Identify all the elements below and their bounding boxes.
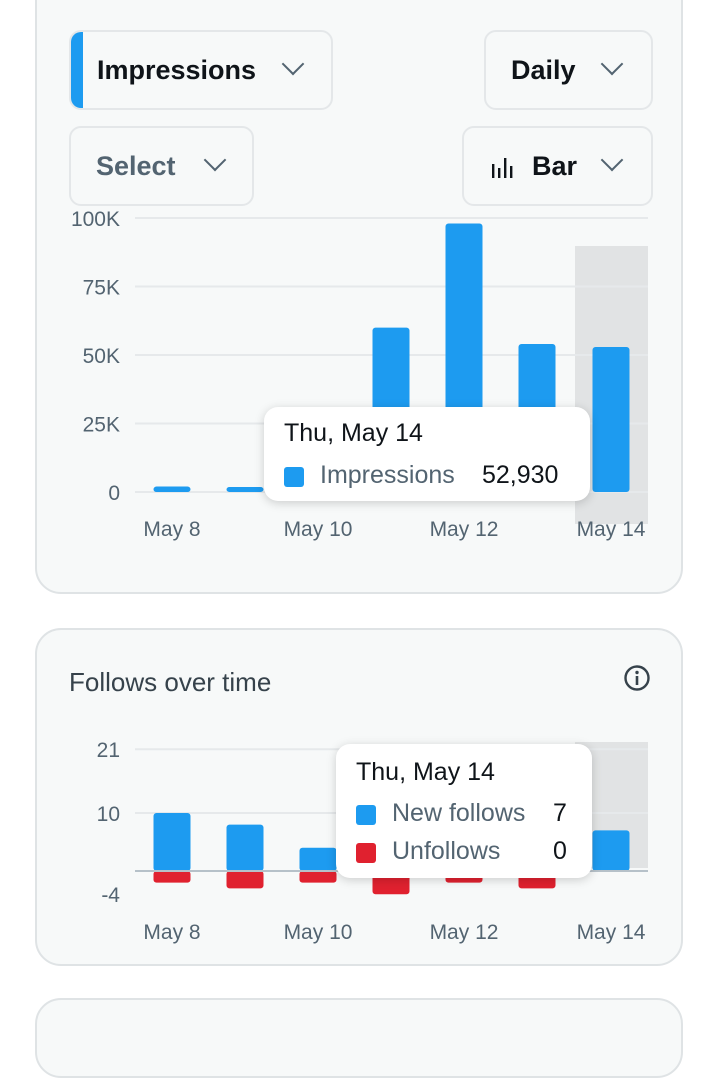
new-follows-bar-may-8	[153, 813, 191, 871]
follows-tooltip: Thu, May 14 New follows 7 Unfollows 0	[336, 744, 592, 878]
x-tick-label: May 14	[577, 518, 646, 541]
unfollows-bar-may-8	[153, 871, 191, 883]
chart-type-dropdown-label: Bar	[532, 150, 578, 181]
follows-card: Follows over time -4 10 21 May 8 May 10 May …	[35, 628, 683, 966]
unfollows-bar-may-9	[226, 871, 264, 889]
bar-chart-icon	[492, 158, 513, 178]
tooltip-unf-value: 0	[553, 837, 567, 865]
x-tick-label: May 8	[143, 921, 200, 944]
tooltip-new-value: 7	[553, 799, 567, 827]
impressions-chart: 0 25K 50K 75K 100K May 8 May 10 May 12 May 14	[71, 208, 648, 541]
y-tick-label: 100K	[71, 208, 120, 231]
metric-accent-bar	[71, 32, 83, 108]
next-card	[35, 998, 683, 1078]
compare-dropdown-label: Select	[96, 150, 176, 181]
x-tick-label: May 14	[577, 921, 646, 944]
unfollows-bar-may-10	[299, 871, 337, 883]
unfollows-swatch	[356, 843, 376, 863]
x-tick-label: May 12	[430, 518, 499, 541]
bar-may-9	[226, 487, 264, 492]
y-tick-label: -4	[101, 884, 120, 907]
follows-title: Follows over time	[69, 667, 272, 697]
tooltip-unf-label: Unfollows	[392, 837, 501, 865]
y-tick-label: 0	[108, 482, 120, 505]
impressions-tooltip: Thu, May 14 Impressions 52,930	[264, 407, 590, 501]
compare-dropdown[interactable]: Select	[69, 126, 254, 206]
new-follows-bar-may-9	[226, 824, 264, 871]
x-tick-label: May 12	[430, 921, 499, 944]
tooltip-date: Thu, May 14	[284, 419, 423, 447]
tooltip-series-label: Impressions	[320, 461, 455, 489]
tooltip-value: 52,930	[482, 461, 559, 489]
x-tick-label: May 8	[143, 518, 200, 541]
bar-may-14	[592, 346, 630, 492]
y-tick-label: 21	[97, 739, 120, 762]
new-follows-bar-may-14	[592, 830, 630, 871]
metric-dropdown-label: Impressions	[97, 54, 257, 85]
metric-dropdown[interactable]: Impressions	[69, 30, 333, 110]
interval-dropdown-label: Daily	[511, 54, 576, 85]
x-tick-label: May 10	[284, 921, 353, 944]
new-follows-swatch	[356, 805, 376, 825]
tooltip-new-label: New follows	[392, 799, 526, 827]
y-tick-label: 75K	[83, 277, 120, 300]
tooltip-date: Thu, May 14	[356, 758, 495, 786]
impressions-card: Impressions Daily Select Bar 0 25K 50K 75K 1…	[35, 0, 683, 594]
impressions-swatch	[284, 467, 304, 487]
interval-dropdown[interactable]: Daily	[484, 30, 653, 110]
x-tick-label: May 10	[284, 518, 353, 541]
info-icon[interactable]	[623, 664, 651, 692]
y-tick-label: 25K	[83, 414, 120, 437]
bar-may-8	[153, 486, 191, 492]
y-tick-label: 50K	[83, 345, 120, 368]
chart-type-dropdown[interactable]: Bar	[462, 126, 653, 206]
new-follows-bar-may-10	[299, 847, 337, 871]
y-tick-label: 10	[97, 803, 120, 826]
